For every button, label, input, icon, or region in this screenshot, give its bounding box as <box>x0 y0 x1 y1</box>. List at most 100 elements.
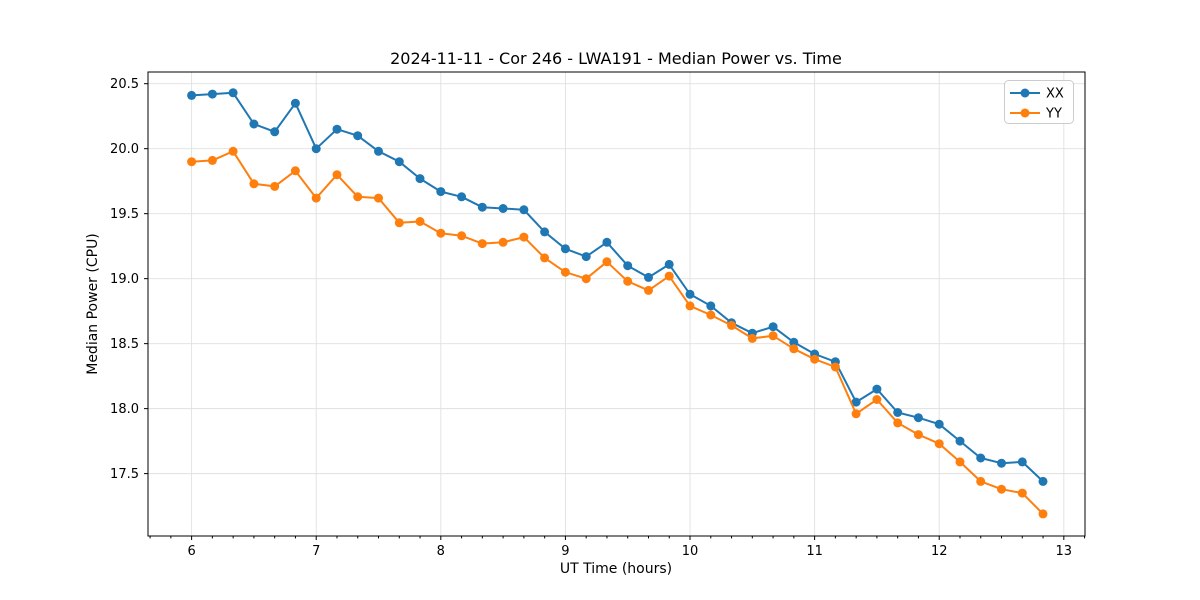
legend: XX YY <box>1004 80 1074 124</box>
y-tick-label: 19.0 <box>110 272 139 287</box>
data-point <box>976 476 986 486</box>
data-point <box>706 310 716 320</box>
data-point <box>560 267 570 277</box>
data-point <box>415 174 425 184</box>
data-point <box>706 301 716 311</box>
data-point <box>623 276 633 286</box>
data-point <box>851 397 861 407</box>
series-layer <box>187 88 1048 519</box>
data-point <box>602 237 612 247</box>
data-point <box>1017 488 1027 498</box>
data-point <box>311 193 321 203</box>
legend-marker-xx-icon <box>1020 88 1030 98</box>
data-point <box>290 98 300 108</box>
data-point <box>436 187 446 197</box>
data-point <box>934 439 944 449</box>
data-point <box>187 157 197 167</box>
data-point <box>623 261 633 271</box>
data-point <box>1017 457 1027 467</box>
plot-border <box>147 71 1086 537</box>
data-point <box>457 192 467 202</box>
series-xx <box>187 88 1048 486</box>
data-point <box>581 252 591 262</box>
data-point <box>664 259 674 269</box>
data-point <box>477 202 487 212</box>
data-point <box>436 228 446 238</box>
data-point <box>207 155 217 165</box>
data-point <box>187 90 197 100</box>
data-point <box>311 144 321 154</box>
data-point <box>872 384 882 394</box>
y-tick-label: 17.5 <box>110 467 139 482</box>
data-point <box>893 408 903 417</box>
x-tick-label: 8 <box>437 544 445 559</box>
data-point <box>1038 476 1048 486</box>
data-point <box>332 124 342 134</box>
data-point <box>540 227 550 237</box>
chart-title: 2024-11-11 - Cor 246 - LWA191 - Median P… <box>390 49 842 68</box>
data-point <box>789 337 799 347</box>
data-point <box>498 204 508 213</box>
data-point <box>374 146 383 156</box>
x-tick-label: 10 <box>682 544 699 559</box>
data-point <box>581 274 591 284</box>
data-point <box>353 131 363 141</box>
data-point <box>768 322 778 332</box>
data-point <box>332 170 342 180</box>
y-tick-label: 20.0 <box>110 142 139 157</box>
data-point <box>830 362 840 372</box>
y-tick-label: 18.0 <box>110 402 139 417</box>
x-axis-label: UT Time (hours) <box>560 561 672 577</box>
data-point <box>913 413 923 423</box>
data-point <box>560 244 570 254</box>
data-point <box>290 166 300 176</box>
data-point <box>249 119 259 129</box>
data-point <box>519 232 529 242</box>
data-point <box>602 257 612 267</box>
data-point <box>934 419 944 429</box>
y-tick-label: 20.5 <box>110 77 139 92</box>
data-point <box>997 484 1006 494</box>
y-tick-label: 19.5 <box>110 207 139 222</box>
x-tick-label: 11 <box>806 544 823 559</box>
y-tick-label: 18.5 <box>110 337 139 352</box>
data-point <box>851 409 861 419</box>
data-point <box>394 157 404 167</box>
data-point <box>747 333 757 343</box>
data-point <box>955 436 965 446</box>
data-point <box>768 331 778 341</box>
data-point <box>270 181 280 191</box>
data-point <box>872 395 882 404</box>
data-point <box>913 430 923 440</box>
data-point <box>540 253 550 263</box>
data-point <box>789 344 799 354</box>
grid-lines <box>148 72 1085 536</box>
x-tick-label: 13 <box>1056 544 1073 559</box>
data-point <box>249 179 259 189</box>
data-point <box>498 237 508 247</box>
axes: 6 7 8 9 10 11 12 13 17.5 18.0 18.5 19.0 19.5 20.0 20.5 <box>110 71 1086 559</box>
data-point <box>207 89 217 99</box>
x-tick-label: 9 <box>561 544 569 559</box>
series-line-yy <box>190 150 1044 515</box>
data-point <box>477 239 487 249</box>
data-point <box>353 192 363 202</box>
x-tick-label: 7 <box>312 544 320 559</box>
data-point <box>810 354 820 364</box>
data-point <box>374 193 383 203</box>
data-point <box>727 320 736 330</box>
legend-label-xx: XX <box>1046 87 1064 102</box>
legend-label-yy: YY <box>1045 107 1062 122</box>
data-point <box>415 217 425 226</box>
data-point <box>997 458 1006 468</box>
data-point <box>228 146 238 156</box>
y-axis-label: Median Power (CPU) <box>85 233 101 375</box>
data-point <box>644 285 653 295</box>
data-point <box>644 272 653 282</box>
x-tick-label: 6 <box>187 544 195 559</box>
series-yy <box>187 146 1048 519</box>
x-tick-label: 12 <box>931 544 948 559</box>
data-point <box>519 205 529 215</box>
data-point <box>1038 509 1048 519</box>
